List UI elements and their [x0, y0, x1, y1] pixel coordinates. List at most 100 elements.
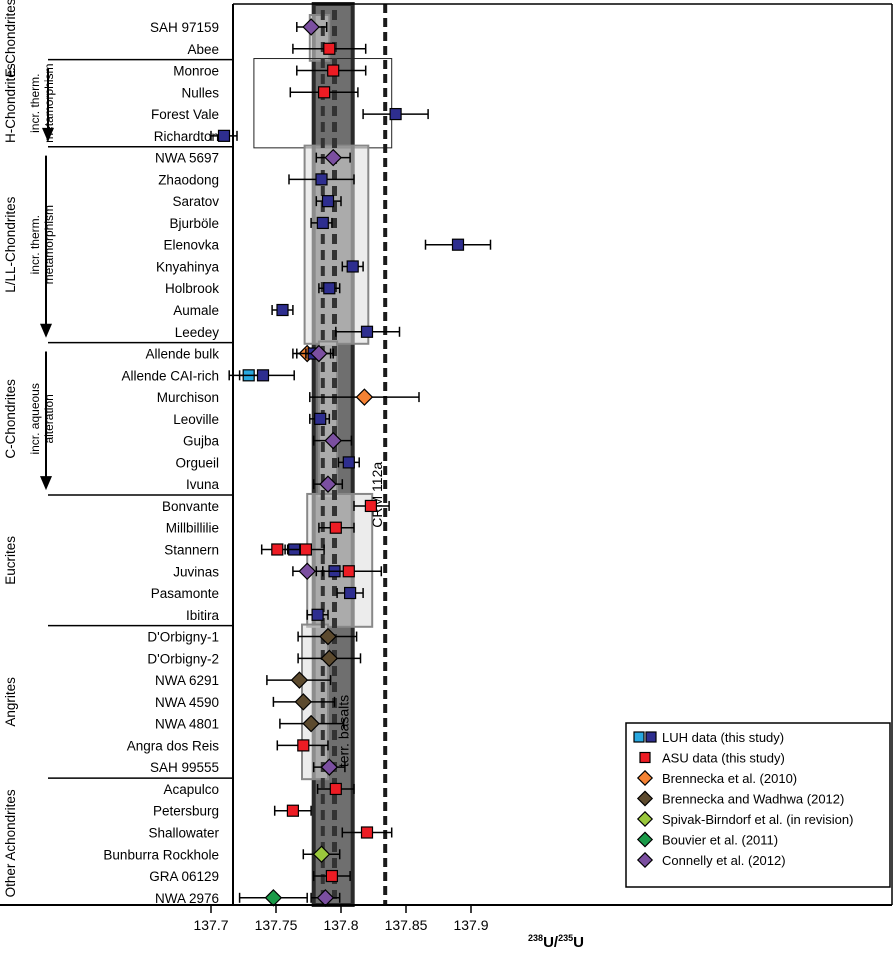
legend-label: ASU data (this study) — [662, 751, 785, 766]
data-point — [336, 586, 364, 600]
marker — [311, 608, 324, 621]
data-point — [279, 714, 345, 733]
row-label: Elenovka — [163, 238, 219, 253]
data-point — [266, 671, 332, 689]
x-tick-label: 137.85 — [385, 917, 428, 933]
row-label: Shallowater — [148, 825, 219, 840]
marker — [256, 369, 270, 382]
marker — [316, 216, 329, 230]
group-label: C-Chondrites — [3, 379, 18, 459]
row-label: Juvinas — [173, 564, 219, 579]
group-label: H-Chondrites — [3, 63, 18, 143]
marker — [329, 782, 342, 796]
data-point — [286, 543, 325, 556]
data-point — [296, 64, 367, 77]
data-point — [315, 148, 351, 167]
marker — [315, 173, 328, 186]
row-label: Millbillilie — [166, 521, 219, 536]
row-label: Acapulco — [163, 782, 219, 797]
data-point — [276, 739, 329, 752]
row-label: Allende bulk — [145, 347, 219, 362]
group-label: Angrites — [3, 677, 18, 727]
marker — [320, 758, 339, 776]
legend-label: Bouvier et al. (2011) — [662, 833, 778, 848]
row-label: Allende CAI-rich — [121, 368, 219, 383]
x-tick-label: 137.9 — [453, 917, 488, 933]
x-axis-title-part: 238 — [528, 933, 543, 943]
legend-label: Brennecka and Wadhwa (2012) — [662, 792, 844, 807]
data-point — [272, 693, 336, 711]
marker — [314, 412, 327, 425]
data-point — [297, 649, 362, 668]
row-labels: SAH 97159 Abee Monroe Nulles Forest Vale Rich… — [48, 20, 233, 906]
marker — [321, 195, 335, 208]
data-points — [210, 18, 492, 907]
row-label: Stannern — [164, 542, 219, 557]
row-label: NWA 5697 — [155, 151, 219, 166]
data-point — [309, 388, 420, 406]
row-label: Ibitira — [186, 608, 220, 623]
row-label: Angra dos Reis — [127, 738, 220, 753]
marker — [324, 148, 342, 167]
row-label: GRA 06129 — [149, 869, 219, 884]
data-point — [315, 195, 342, 208]
data-point — [228, 369, 295, 382]
data-point — [305, 344, 334, 363]
marker — [323, 42, 336, 55]
group-label: E-Chondrites — [3, 0, 18, 77]
data-point — [315, 565, 383, 578]
marker — [346, 260, 359, 273]
legend: LUH data (this study) ASU data (this stud… — [625, 722, 891, 888]
row-label: SAH 99555 — [150, 760, 219, 775]
arrow-label: incr. therm. — [28, 215, 42, 274]
x-axis-title-part: U/ — [543, 934, 559, 951]
data-point — [316, 782, 355, 796]
marker — [355, 388, 374, 406]
row-label: D'Orbigny-1 — [147, 630, 219, 645]
x-tick-label: 137.7 — [193, 917, 228, 933]
marker — [319, 475, 337, 493]
data-point — [341, 826, 393, 839]
marker — [360, 826, 374, 839]
marker — [319, 627, 337, 646]
row-label: NWA 4801 — [155, 717, 219, 732]
crm-label: CRM 112a — [369, 462, 385, 528]
data-point — [309, 412, 331, 425]
arrow-label: alteration — [42, 394, 56, 443]
row-label: Holbrook — [165, 281, 219, 296]
row-label: Forest Vale — [151, 107, 219, 122]
data-point — [353, 499, 390, 513]
row-label: Richardton — [154, 129, 219, 144]
legend-marker — [636, 769, 654, 787]
arrow-head — [40, 476, 52, 491]
legend-label: Brennecka et al. (2010) — [662, 771, 797, 786]
data-point — [273, 804, 312, 817]
row-label: D'Orbigny-2 — [147, 651, 219, 666]
row-label: Ivuna — [186, 477, 220, 492]
marker — [327, 64, 340, 77]
data-point — [288, 173, 355, 186]
data-point — [312, 475, 344, 493]
row-label: Bunburra Rockhole — [103, 847, 219, 862]
row-label: Petersburg — [153, 804, 219, 819]
row-label: NWA 6291 — [155, 673, 219, 688]
data-point — [210, 129, 238, 142]
x-axis: 137.7 137.75 137.8 137.85 137.9 238U/235U — [0, 3, 893, 951]
legend-marker — [633, 731, 645, 743]
marker — [302, 18, 320, 36]
marker — [360, 325, 374, 338]
marker — [286, 804, 299, 817]
marker — [294, 693, 313, 711]
group-box-4 — [306, 492, 374, 628]
data-point — [297, 627, 358, 646]
data-point — [335, 325, 401, 338]
x-tick-label: 137.8 — [323, 917, 358, 933]
row-label: Leoville — [173, 412, 219, 427]
marker — [344, 586, 357, 600]
marker — [342, 565, 355, 578]
data-point — [424, 238, 492, 251]
marker — [217, 129, 231, 142]
arrow-label: incr. aqueous — [28, 383, 42, 454]
